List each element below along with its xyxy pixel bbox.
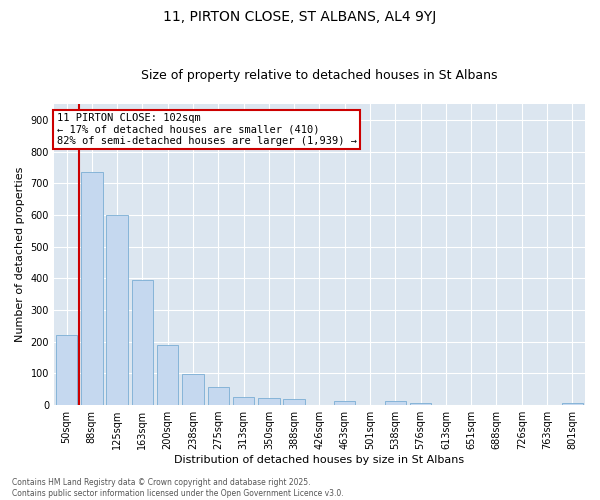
Bar — [131, 280, 153, 405]
Bar — [385, 402, 406, 405]
Bar — [233, 396, 254, 405]
Bar — [157, 345, 178, 405]
Bar — [56, 336, 77, 405]
Bar — [258, 398, 280, 405]
Title: Size of property relative to detached houses in St Albans: Size of property relative to detached ho… — [141, 69, 498, 82]
X-axis label: Distribution of detached houses by size in St Albans: Distribution of detached houses by size … — [175, 455, 464, 465]
Text: Contains HM Land Registry data © Crown copyright and database right 2025.
Contai: Contains HM Land Registry data © Crown c… — [12, 478, 344, 498]
Bar — [208, 387, 229, 405]
Text: 11 PIRTON CLOSE: 102sqm
← 17% of detached houses are smaller (410)
82% of semi-d: 11 PIRTON CLOSE: 102sqm ← 17% of detache… — [56, 113, 356, 146]
Bar — [410, 403, 431, 405]
Bar — [334, 402, 355, 405]
Y-axis label: Number of detached properties: Number of detached properties — [15, 167, 25, 342]
Bar — [182, 374, 204, 405]
Bar — [283, 398, 305, 405]
Text: 11, PIRTON CLOSE, ST ALBANS, AL4 9YJ: 11, PIRTON CLOSE, ST ALBANS, AL4 9YJ — [163, 10, 437, 24]
Bar — [81, 172, 103, 405]
Bar — [106, 215, 128, 405]
Bar — [562, 403, 583, 405]
